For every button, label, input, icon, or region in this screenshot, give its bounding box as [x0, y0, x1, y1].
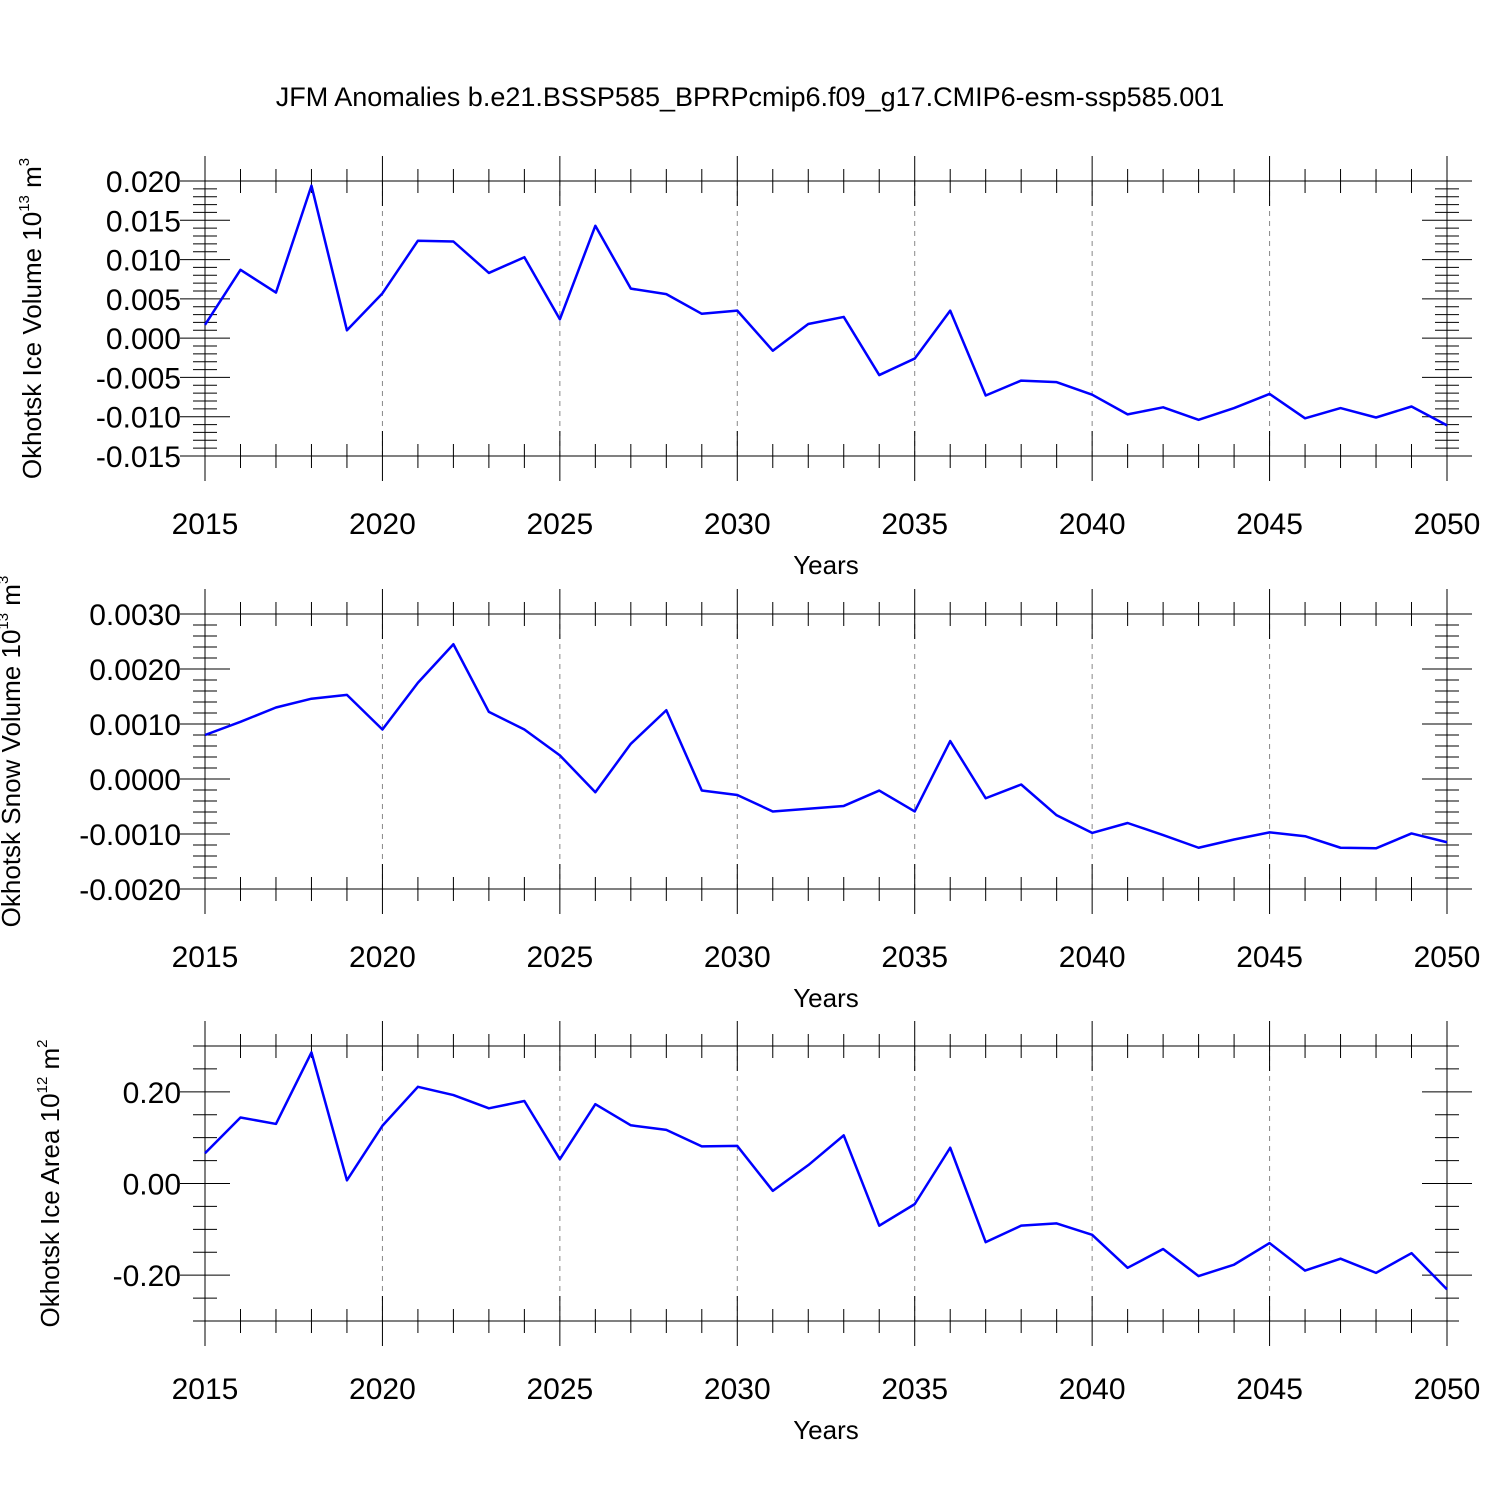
x-tick-label: 2050 [1414, 508, 1481, 541]
x-tick-label: 2020 [349, 508, 416, 541]
series-line [204, 643, 1448, 850]
y-tick-label: 0.20 [123, 1077, 181, 1110]
panels: -0.015 -0.010 -0.005 0.000 0.005 0.010 0.015 0.… [0, 156, 1480, 1445]
series-line [204, 1051, 1448, 1291]
x-tick-label: 2030 [704, 1373, 771, 1406]
x-axis-title: Years [793, 983, 859, 1013]
y-axis-title: Okhotsk Snow Volume 1013 m3 [0, 576, 26, 928]
plot-frame [204, 1045, 1448, 1322]
y-tick-label: 0.00 [123, 1169, 181, 1202]
y-axis-title: Okhotsk Ice Area 1012 m2 [34, 1039, 65, 1327]
x-tick-label: 2035 [881, 941, 948, 974]
x-tick-label: 2025 [526, 1373, 593, 1406]
chart-title: JFM Anomalies b.e21.BSSP585_BPRPcmip6.f0… [276, 82, 1225, 112]
x-tick-label: 2050 [1414, 1373, 1481, 1406]
x-tick-label: 2020 [349, 1373, 416, 1406]
x-tick-label: 2030 [704, 508, 771, 541]
x-tick-label: 2035 [881, 508, 948, 541]
y-tick-label: 0.010 [106, 245, 181, 278]
x-tick-label: 2040 [1059, 1373, 1126, 1406]
y-axis-title: Okhotsk Ice Volume 1013 m3 [16, 158, 47, 479]
y-tick-label: -0.0010 [79, 819, 181, 852]
x-axis-title: Years [793, 550, 859, 580]
y-tick-label: -0.0020 [79, 874, 181, 907]
y-tick-label: 0.005 [106, 284, 181, 317]
y-tick-label: -0.015 [96, 441, 181, 474]
y-tick-label: -0.20 [113, 1260, 181, 1293]
x-tick-label: 2040 [1059, 508, 1126, 541]
x-tick-label: 2045 [1236, 941, 1303, 974]
panel-3: -0.20 0.00 0.20 2015 2020 2025 2030 2035 2040 204… [34, 1021, 1480, 1445]
y-tick-label: 0.000 [106, 323, 181, 356]
y-tick-label: 0.020 [106, 166, 181, 199]
y-tick-label: -0.005 [96, 362, 181, 395]
series-line [203, 184, 1448, 427]
x-tick-label: 2020 [349, 941, 416, 974]
panel-2: -0.0020 -0.0010 0.0000 0.0010 0.0020 0.0030 20… [0, 576, 1480, 1013]
x-tick-label: 2045 [1236, 508, 1303, 541]
x-tick-label: 2050 [1414, 941, 1481, 974]
x-tick-label: 2030 [704, 941, 771, 974]
y-tick-label: 0.015 [106, 205, 181, 238]
y-tick-label: 0.0020 [89, 654, 181, 687]
x-axis-title: Years [793, 1415, 859, 1445]
y-tick-label: 0.0030 [89, 599, 181, 632]
y-tick-label: -0.010 [96, 402, 181, 435]
panel-1: -0.015 -0.010 -0.005 0.000 0.005 0.010 0.015 0.… [16, 156, 1480, 580]
x-tick-label: 2015 [172, 1373, 239, 1406]
y-tick-label: 0.0000 [89, 764, 181, 797]
x-tick-label: 2025 [526, 941, 593, 974]
x-tick-label: 2045 [1236, 1373, 1303, 1406]
x-tick-label: 2035 [881, 1373, 948, 1406]
plot-frame [204, 613, 1448, 890]
x-tick-label: 2015 [172, 941, 239, 974]
plot-frame [204, 180, 1448, 457]
x-tick-label: 2025 [526, 508, 593, 541]
x-tick-label: 2040 [1059, 941, 1126, 974]
x-tick-label: 2015 [172, 508, 239, 541]
y-tick-label: 0.0010 [89, 709, 181, 742]
